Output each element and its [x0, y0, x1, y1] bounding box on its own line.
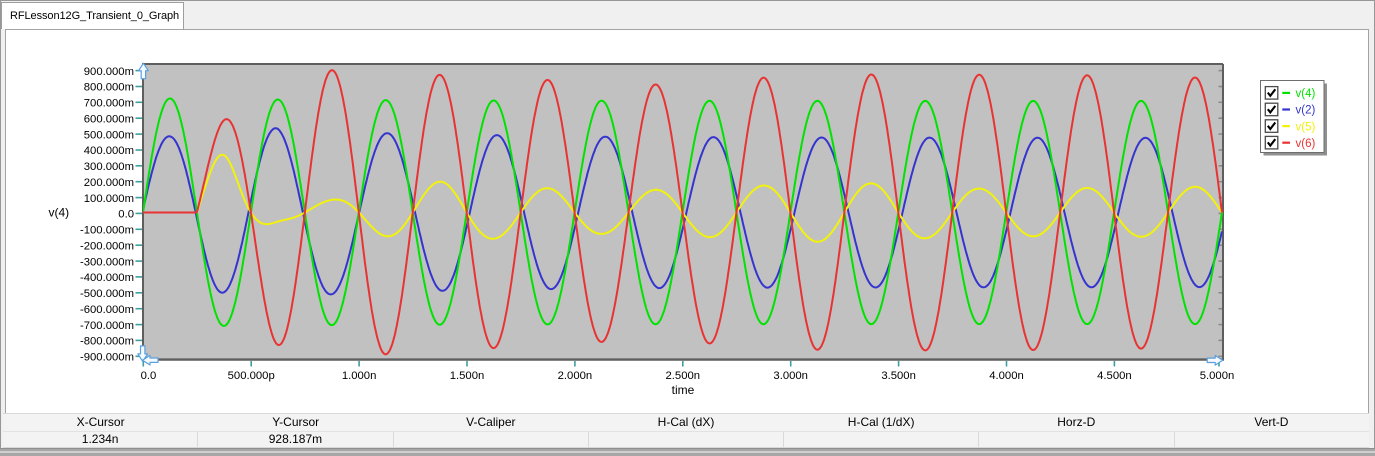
svg-text:time: time: [672, 383, 695, 397]
svg-text:700.000m: 700.000m: [84, 98, 134, 110]
svg-text:v(5): v(5): [1296, 121, 1316, 133]
svg-text:1.500n: 1.500n: [450, 370, 485, 382]
svg-text:2.000n: 2.000n: [558, 370, 593, 382]
svg-text:-300.000m: -300.000m: [80, 256, 134, 268]
svg-text:-500.000m: -500.000m: [80, 288, 134, 300]
svg-text:-800.000m: -800.000m: [80, 336, 134, 348]
svg-text:500.000p: 500.000p: [228, 370, 275, 382]
svg-text:0.0: 0.0: [141, 370, 157, 382]
svg-text:300.000m: 300.000m: [84, 161, 134, 173]
svg-text:-400.000m: -400.000m: [80, 272, 134, 284]
svg-text:500.000m: 500.000m: [84, 129, 134, 141]
svg-text:400.000m: 400.000m: [84, 145, 134, 157]
svg-text:-700.000m: -700.000m: [80, 320, 134, 332]
svg-text:5.000n: 5.000n: [1200, 370, 1235, 382]
svg-text:v(2): v(2): [1296, 105, 1316, 117]
svg-text:-900.000m: -900.000m: [80, 352, 134, 364]
svg-text:3.500n: 3.500n: [881, 370, 916, 382]
svg-text:v(4): v(4): [1296, 88, 1316, 100]
svg-text:3.000n: 3.000n: [773, 370, 808, 382]
svg-text:200.000m: 200.000m: [84, 177, 134, 189]
svg-text:1.000n: 1.000n: [342, 370, 377, 382]
svg-text:0.0: 0.0: [118, 209, 134, 221]
svg-text:4.500n: 4.500n: [1097, 370, 1132, 382]
svg-text:-100.000m: -100.000m: [80, 225, 134, 237]
svg-text:4.000n: 4.000n: [989, 370, 1024, 382]
svg-text:-600.000m: -600.000m: [80, 304, 134, 316]
svg-text:-200.000m: -200.000m: [80, 240, 134, 252]
svg-text:v(6): v(6): [1296, 138, 1316, 150]
svg-text:100.000m: 100.000m: [84, 193, 134, 205]
svg-text:800.000m: 800.000m: [84, 82, 134, 94]
svg-text:v(4): v(4): [49, 206, 70, 220]
svg-text:600.000m: 600.000m: [84, 113, 134, 125]
svg-text:900.000m: 900.000m: [84, 66, 134, 78]
svg-text:2.500n: 2.500n: [666, 370, 701, 382]
